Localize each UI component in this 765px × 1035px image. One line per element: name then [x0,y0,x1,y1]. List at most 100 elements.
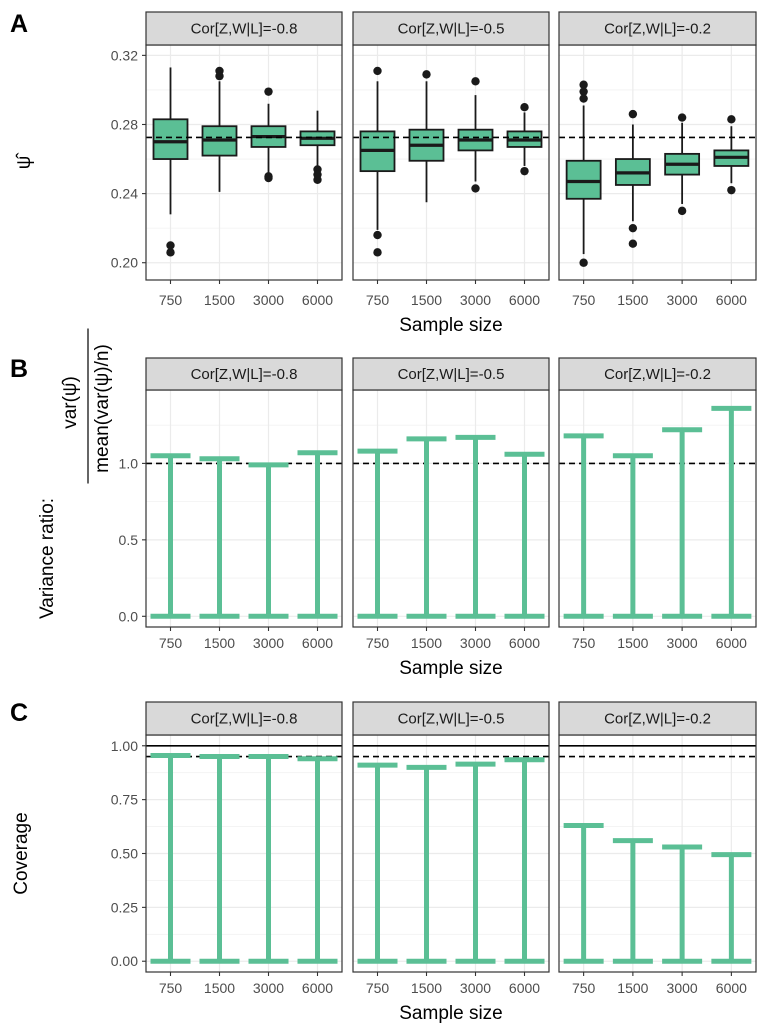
facet-B-1: Cor[Z,W|L]=-0.8 750 1500 3000 6000 0.0 0.5 1.0 [119,357,343,651]
x-tick-label: 1500 [617,980,648,996]
outlier-point [579,258,588,267]
outlier-point [727,115,736,124]
facet-strip-label: Cor[Z,W|L]=-0.8 [191,21,298,38]
x-tick-label: 3000 [667,292,698,308]
outlier-point [215,71,224,81]
facet-strip-label: Cor[Z,W|L]=-0.2 [604,21,711,38]
outlier-point [579,87,588,96]
outlier-point [727,185,736,195]
outlier-point [373,66,382,76]
x-axis-title: Sample size [399,1003,503,1024]
y-tick-label: 0.00 [111,953,138,969]
outlier-point [677,113,687,122]
x-tick-label: 3000 [460,635,491,651]
facet-A-3: Cor[Z,W|L]=-0.2 750 1500 3000 6000 [558,11,757,308]
y-tick-label: 0.5 [119,532,139,548]
outlier-point [628,109,638,119]
facet-A-2: Cor[Z,W|L]=-0.5 750 1500 3000 6000 [352,11,550,308]
y-axis-title: Variance ratio: [37,498,58,619]
y-tick-label: 1.00 [111,738,138,754]
y-tick-label: 0.25 [111,899,138,915]
x-tick-label: 1500 [411,980,442,996]
box-750 [152,118,189,160]
facet-strip [558,11,757,46]
x-tick-label: 3000 [460,980,491,996]
x-tick-label: 750 [366,635,390,651]
y-tick-label: 0.0 [119,608,139,624]
x-tick-label: 1500 [411,292,442,308]
y-tick-label: 0.24 [111,186,138,202]
facet-strip [352,701,550,736]
x-tick-label: 6000 [509,980,540,996]
x-tick-label: 750 [159,292,183,308]
x-tick-label: 1500 [617,292,648,308]
plot-background [559,390,756,627]
plot-background [146,45,342,280]
x-tick-label: 6000 [302,292,333,308]
facet-strip [145,357,343,391]
y-tick-label: 0.20 [111,255,138,271]
outlier-point [628,239,638,248]
outlier-point [264,173,273,183]
x-tick-label: 6000 [302,980,333,996]
x-axis-title: Sample size [399,315,503,336]
outlier-point [628,223,638,233]
facet-strip-label: Cor[Z,W|L]=-0.2 [604,711,711,728]
x-tick-label: 1500 [411,635,442,651]
box-750 [565,159,602,200]
x-tick-label: 3000 [460,292,491,308]
facet-strip-label: Cor[Z,W|L]=-0.5 [398,711,505,728]
facet-strip [558,701,757,736]
x-tick-label: 1500 [204,292,235,308]
facet-strip-label: Cor[Z,W|L]=-0.8 [191,366,298,383]
facet-B-2: Cor[Z,W|L]=-0.5 750 1500 3000 6000 [352,357,550,651]
y-tick-label: 1.0 [119,455,139,471]
outlier-point [579,80,588,89]
x-tick-label: 6000 [716,980,747,996]
x-tick-label: 3000 [253,635,284,651]
x-axis-title: Sample size [399,658,503,679]
x-tick-label: 6000 [509,635,540,651]
plot-background [146,390,342,627]
outlier-point [422,70,431,79]
x-tick-label: 750 [572,635,596,651]
facet-strip-label: Cor[Z,W|L]=-0.2 [604,366,711,383]
x-tick-label: 3000 [253,980,284,996]
x-tick-label: 750 [159,635,183,651]
outlier-point [520,103,529,112]
plot-background [353,390,549,627]
x-tick-label: 3000 [667,980,698,996]
outlier-point [373,248,382,257]
outlier-point [677,206,687,216]
facet-C-3: Cor[Z,W|L]=-0.2 750 1500 3000 6000 [558,701,757,996]
facet-strip [352,357,550,391]
facet-A-1: Cor[Z,W|L]=-0.8 750 1500 3000 6000 0.20 0.24 0.… [111,11,343,308]
outlier-point [520,166,529,176]
facet-strip-label: Cor[Z,W|L]=-0.8 [191,711,298,728]
x-tick-label: 750 [572,292,596,308]
x-tick-label: 1500 [617,635,648,651]
facet-strip-label: Cor[Z,W|L]=-0.5 [398,366,505,383]
panel-letter-C: C [10,699,28,727]
x-tick-label: 3000 [667,635,698,651]
facet-C-2: Cor[Z,W|L]=-0.5 750 1500 3000 6000 [352,701,550,996]
panel-letter-A: A [10,10,28,38]
y-axis-fraction-numerator: var(ψ̂) [60,376,81,429]
x-tick-label: 1500 [204,635,235,651]
facet-strip [352,11,550,46]
y-axis-title: ψ̂ [14,152,35,170]
outlier-point [471,77,480,86]
facet-C-1: Cor[Z,W|L]=-0.8 750 1500 3000 6000 0.00 0.25 0.… [111,701,343,996]
facet-strip [145,11,343,46]
outlier-point [373,230,382,240]
y-tick-label: 0.32 [111,47,138,63]
outlier-point [166,241,175,250]
y-tick-label: 0.28 [111,116,138,132]
outlier-point [264,87,273,96]
facet-strip [145,701,343,736]
x-tick-label: 6000 [716,635,747,651]
facet-strip [558,357,757,391]
x-tick-label: 6000 [302,635,333,651]
x-tick-label: 750 [366,292,390,308]
